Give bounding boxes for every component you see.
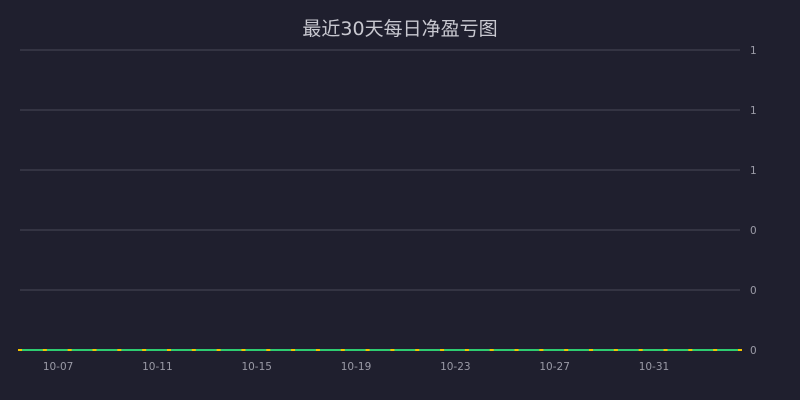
data-point[interactable] [365, 349, 370, 351]
data-point[interactable] [191, 349, 196, 351]
data-point[interactable] [117, 349, 122, 351]
data-point[interactable] [166, 349, 171, 351]
data-point[interactable] [291, 349, 296, 351]
x-tick-label: 10-27 [539, 361, 570, 373]
y-tick-label: 1 [750, 165, 757, 177]
data-point[interactable] [613, 349, 618, 351]
data-point[interactable] [390, 349, 395, 351]
data-point[interactable] [142, 349, 147, 351]
data-point[interactable] [266, 349, 271, 351]
y-tick-label: 1 [750, 45, 757, 57]
data-point[interactable] [514, 349, 519, 351]
chart-title: 最近30天每日净盈亏图 [302, 18, 497, 40]
x-tick-label: 10-23 [440, 361, 471, 373]
x-tick-label: 10-15 [241, 361, 272, 373]
x-tick-label: 10-19 [341, 361, 372, 373]
data-point[interactable] [340, 349, 345, 351]
data-point[interactable] [440, 349, 445, 351]
data-point[interactable] [415, 349, 420, 351]
data-point[interactable] [688, 349, 693, 351]
data-point[interactable] [315, 349, 320, 351]
data-point[interactable] [464, 349, 469, 351]
data-point[interactable] [216, 349, 221, 351]
data-point[interactable] [738, 349, 742, 351]
x-tick-label: 10-31 [639, 361, 670, 373]
y-tick-label: 0 [750, 345, 757, 357]
x-tick-label: 10-11 [142, 361, 173, 373]
x-tick-label: 10-07 [43, 361, 74, 373]
data-point[interactable] [67, 349, 72, 351]
data-point[interactable] [42, 349, 47, 351]
data-point[interactable] [241, 349, 246, 351]
data-point[interactable] [663, 349, 668, 351]
y-tick-label: 1 [750, 105, 757, 117]
data-point[interactable] [539, 349, 544, 351]
data-point[interactable] [713, 349, 718, 351]
data-point[interactable] [18, 349, 22, 351]
y-tick-label: 0 [750, 285, 757, 297]
y-tick-label: 0 [750, 225, 757, 237]
data-point[interactable] [564, 349, 569, 351]
data-point[interactable] [92, 349, 97, 351]
data-point[interactable] [638, 349, 643, 351]
data-point[interactable] [489, 349, 494, 351]
data-point[interactable] [589, 349, 594, 351]
